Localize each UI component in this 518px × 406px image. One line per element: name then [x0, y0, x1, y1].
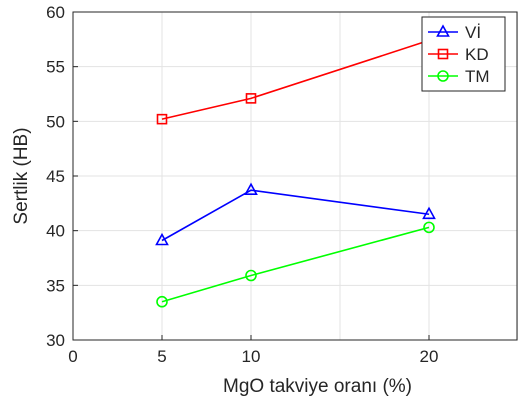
legend-item: Vİ [428, 23, 481, 42]
legend-marker [437, 70, 449, 82]
y-tick-label: 60 [46, 3, 65, 22]
x-axis-label: MgO takviye oranı (%) [223, 376, 412, 397]
x-axis-ticks: 0 5 10 20 [68, 335, 438, 366]
legend-marker [436, 24, 450, 37]
legend-item: KD [428, 45, 489, 64]
data-point [244, 182, 258, 196]
data-point [245, 269, 257, 282]
legend-marker [437, 48, 449, 60]
data-point [156, 113, 168, 125]
y-tick-label: 35 [46, 276, 65, 295]
legend-item: TM [428, 67, 490, 86]
series-line [161, 189, 430, 242]
legend-label: TM [465, 67, 490, 86]
series-line [161, 226, 430, 303]
series-1 [155, 182, 436, 246]
series-line [161, 39, 430, 120]
x-tick-label: 10 [242, 347, 261, 366]
y-tick-label: 45 [46, 167, 65, 186]
x-tick-label: 5 [157, 347, 166, 366]
data-point [155, 232, 169, 246]
data-point [245, 93, 257, 104]
y-tick-label: 50 [46, 112, 65, 131]
x-tick-label: 0 [68, 347, 77, 366]
legend-label: KD [465, 45, 489, 64]
data-point [423, 221, 435, 234]
series-2 [156, 35, 435, 125]
legend-label: Vİ [465, 23, 481, 42]
series [155, 35, 436, 308]
y-axis-label: Sertlik (HB) [11, 127, 32, 224]
y-tick-label: 55 [46, 58, 65, 77]
y-tick-label: 40 [46, 222, 65, 241]
legend: Vİ KD TM [421, 16, 506, 92]
x-tick-label: 20 [420, 347, 439, 366]
y-axis-ticks: 30 35 40 45 50 55 60 [46, 3, 78, 350]
data-point [422, 206, 436, 220]
data-point [156, 295, 168, 308]
y-tick-label: 30 [46, 331, 65, 350]
series-3 [156, 221, 435, 308]
